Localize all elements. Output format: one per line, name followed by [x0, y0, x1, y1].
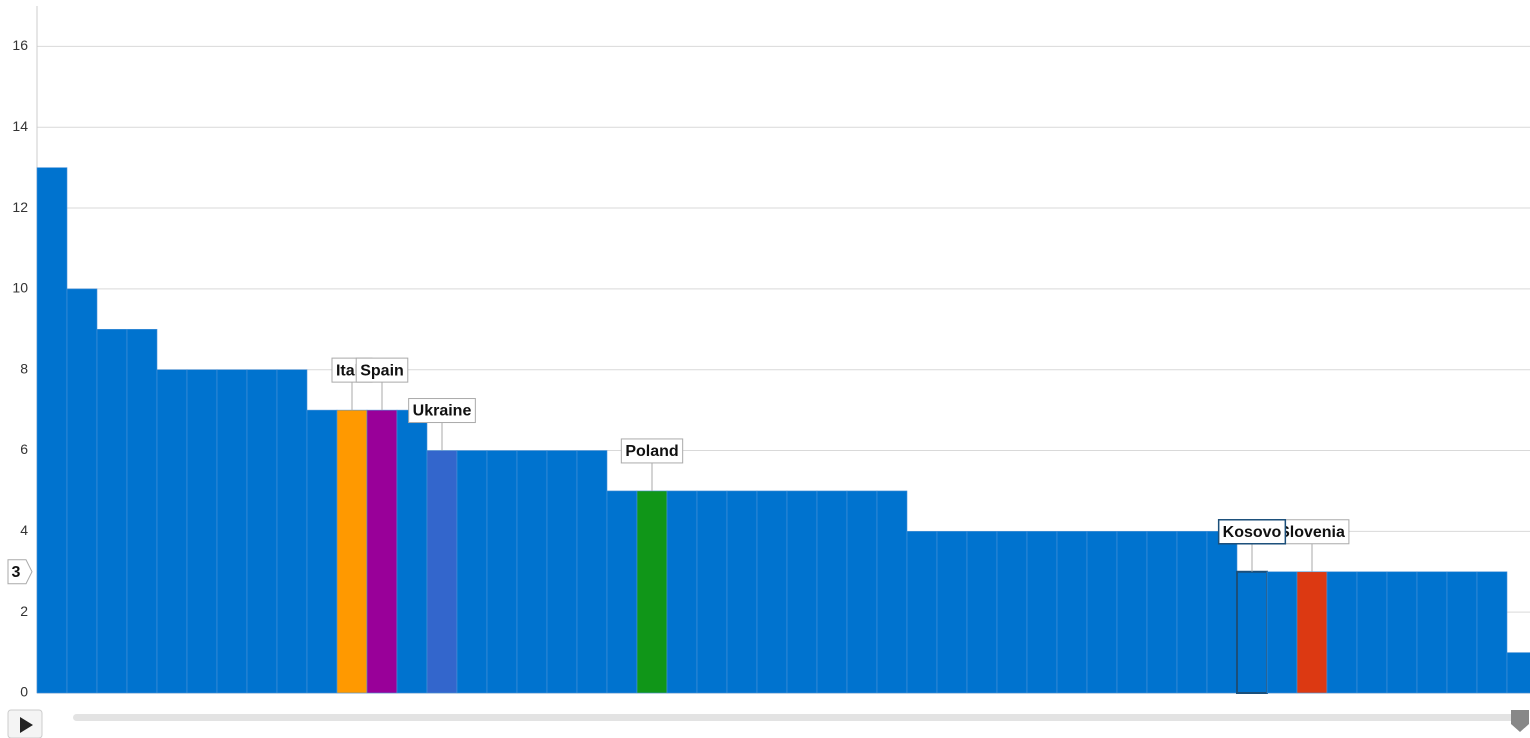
bar: [1236, 570, 1268, 694]
bar: [486, 450, 518, 694]
y-tick-label: 4: [20, 522, 28, 538]
y-tick-label: 0: [20, 684, 28, 700]
hover-indicator-box: [7, 559, 33, 585]
bar: [876, 490, 908, 694]
bar: [366, 409, 398, 694]
y-tick-label: 6: [20, 441, 28, 457]
bar-label: Slovenia: [1274, 519, 1350, 572]
time-slider[interactable]: [73, 714, 1518, 721]
bar-label-text: Kosovo: [1223, 524, 1282, 541]
y-tick-label: 16: [12, 37, 28, 53]
bar: [696, 490, 728, 694]
bar: [636, 490, 668, 694]
y-tick-label: 10: [12, 280, 28, 296]
y-tick-label: 14: [12, 118, 28, 134]
bar-label-text: Ukraine: [413, 403, 472, 420]
bar: [726, 490, 758, 694]
bar: [1296, 571, 1328, 694]
y-tick-label: 12: [12, 199, 28, 215]
bar: [186, 369, 218, 694]
bar: [906, 531, 938, 694]
hover-indicator-value: 3: [12, 564, 21, 581]
bar-label-box: [1217, 519, 1287, 545]
bar-label-box: [355, 357, 409, 383]
bar: [1146, 531, 1178, 694]
bar: [1056, 531, 1088, 694]
bar: [66, 288, 98, 694]
bar: [816, 490, 848, 694]
bar: [1326, 571, 1358, 694]
bar: [336, 409, 368, 694]
bar-label-text: Poland: [625, 443, 678, 460]
bar: [126, 328, 158, 694]
bar: [1086, 531, 1118, 694]
bar-label: Ukraine: [408, 398, 476, 451]
bar: [1386, 571, 1418, 694]
bar: [606, 490, 638, 694]
bar: [36, 167, 68, 694]
bar: [276, 369, 308, 694]
bar: [1266, 571, 1298, 694]
bar: [546, 450, 578, 694]
y-tick-label: 2: [20, 603, 28, 619]
bar: [306, 409, 338, 694]
bar: [396, 409, 428, 694]
bar: [96, 328, 128, 694]
bar: [1206, 531, 1238, 694]
bar: [1416, 571, 1448, 694]
bar-label-box: [408, 398, 476, 424]
bar: [666, 490, 698, 694]
bar: [1026, 531, 1058, 694]
bar: [576, 450, 608, 694]
bar: [216, 369, 248, 694]
bar: [156, 369, 188, 694]
bar: [966, 531, 998, 694]
bar: [786, 490, 818, 694]
play-button[interactable]: [7, 709, 43, 738]
bar-label: Kosovo: [1217, 519, 1287, 572]
slider-thumb[interactable]: [1511, 710, 1529, 732]
bar-label-text: Spain: [360, 362, 404, 379]
bar: [1356, 571, 1388, 694]
bar: [516, 450, 548, 694]
bar-label: Poland: [620, 438, 684, 491]
bar: [456, 450, 488, 694]
bar-label-box: [620, 438, 684, 464]
play-icon[interactable]: [20, 717, 33, 733]
y-tick-label: 8: [20, 360, 28, 376]
bar: [1506, 652, 1530, 694]
bar: [936, 531, 968, 694]
bar: [846, 490, 878, 694]
bar: [1116, 531, 1148, 694]
bar: [756, 490, 788, 694]
bar: [1476, 571, 1508, 694]
bar-label: Spain: [355, 357, 409, 411]
bar: [1176, 531, 1208, 694]
bar-label-text: Slovenia: [1279, 524, 1345, 541]
bar: [996, 531, 1028, 694]
bar: [246, 369, 278, 694]
bar-label-box: [1274, 519, 1350, 545]
bar: [426, 450, 458, 694]
bar: [1446, 571, 1478, 694]
